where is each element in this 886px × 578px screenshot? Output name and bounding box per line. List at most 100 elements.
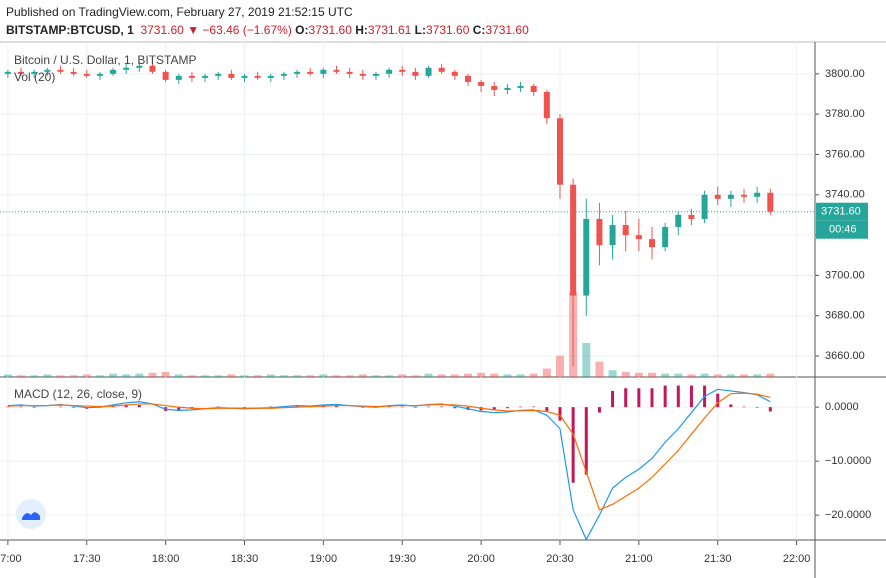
volume-bar [201,375,210,377]
volume-bar [674,373,683,377]
header: Published on TradingView.com, February 2… [6,3,529,39]
volume-bar [621,371,630,377]
histogram-bar [584,407,588,475]
histogram-bar [19,406,23,408]
volume-bar [516,374,525,377]
change: −63.46 (−1.67%) [202,23,292,37]
c-label: C: [472,23,486,37]
candle-body [504,87,511,90]
candle-body [188,75,195,78]
volume-bar [17,375,26,377]
candle-body [96,73,103,76]
signal-line [7,392,771,511]
volume-bar [358,374,367,377]
volume-bar [227,374,236,377]
y-tick-label: 0.0000 [825,401,859,413]
candle-body [425,67,432,76]
volume-bar [555,355,564,377]
histogram-bar [597,407,601,413]
candle-body [649,239,655,248]
volume-bar [608,370,617,377]
histogram-bar [637,388,641,408]
candle-body [333,69,340,72]
candle-body [754,192,761,197]
candle-body [543,91,550,119]
volume-bar [490,373,499,377]
histogram-bar [663,385,667,408]
volume-bar [648,372,656,377]
histogram-bar [400,406,404,408]
x-tick-label: 20:30 [546,553,574,565]
histogram-bar [532,406,536,408]
volume-bar [109,373,118,377]
candle-body [464,75,471,82]
grid [0,42,815,540]
histogram-bar [624,388,628,408]
y-tick-label: 3700.00 [825,269,865,281]
volume-bar [174,374,183,377]
histogram-bar [295,405,299,408]
volume-bar [503,374,512,377]
volume-bar [371,375,380,377]
volume-bar [529,373,538,377]
candle-body [635,235,642,240]
volume-bar [214,375,223,377]
histogram-bar [413,407,417,408]
y-tick-label: −10.0000 [825,455,871,467]
histogram-bar [137,405,141,408]
volume-bar [3,374,12,377]
histogram-bar [124,405,128,408]
histogram-bar [72,407,76,408]
candle-body [294,71,301,74]
candle-body [254,75,261,78]
candle-body [307,71,314,74]
candle-body [267,75,274,78]
volume-bar [687,374,696,377]
x-tick-label: 21:30 [704,553,732,565]
published: Published on TradingView.com, February 2… [6,5,353,19]
volume-bar [240,375,249,377]
macd-title: MACD (12, 26, close, 9) [14,387,142,401]
candle-body [609,225,616,246]
volume-bar [95,375,104,377]
volume-bar [279,375,288,377]
candle-body [123,67,130,70]
candle-body [359,73,366,76]
volume-bar [713,374,722,377]
candle-body [675,214,682,228]
candle-body [741,194,748,197]
volume-bar [753,374,762,377]
histogram-bar [545,407,549,411]
volume-bar [634,372,643,377]
volume-bar [726,374,735,377]
volume-bar [542,368,551,377]
x-tick-label: 20:00 [467,553,495,565]
histogram-bar [335,406,339,408]
candle-body [149,65,156,72]
volume-title: Vol (20) [14,70,55,84]
histogram-bar [427,406,431,408]
volume-bar [293,375,302,377]
histogram-bar [269,406,273,408]
volume-bar [398,374,407,377]
y-tick-label: 3760.00 [825,148,865,160]
volume-bar [148,372,157,377]
volume-bar [385,375,394,377]
candle-body [556,118,563,185]
candle-body [412,71,419,76]
candle-body [57,69,64,72]
histogram-bar [742,406,746,408]
volume-bar [411,375,420,377]
candle-body [70,71,77,74]
histogram-bar [768,407,772,412]
x-tick-label: 19:30 [388,553,416,565]
histogram-bar [650,388,654,408]
logo [16,499,46,529]
y-tick-label: 3780.00 [825,108,865,120]
candle-body [228,73,235,78]
histogram-bar [558,407,562,421]
volume-bar [424,373,433,377]
x-tick-label: 21:00 [625,553,653,565]
c: 3731.60 [485,23,529,37]
